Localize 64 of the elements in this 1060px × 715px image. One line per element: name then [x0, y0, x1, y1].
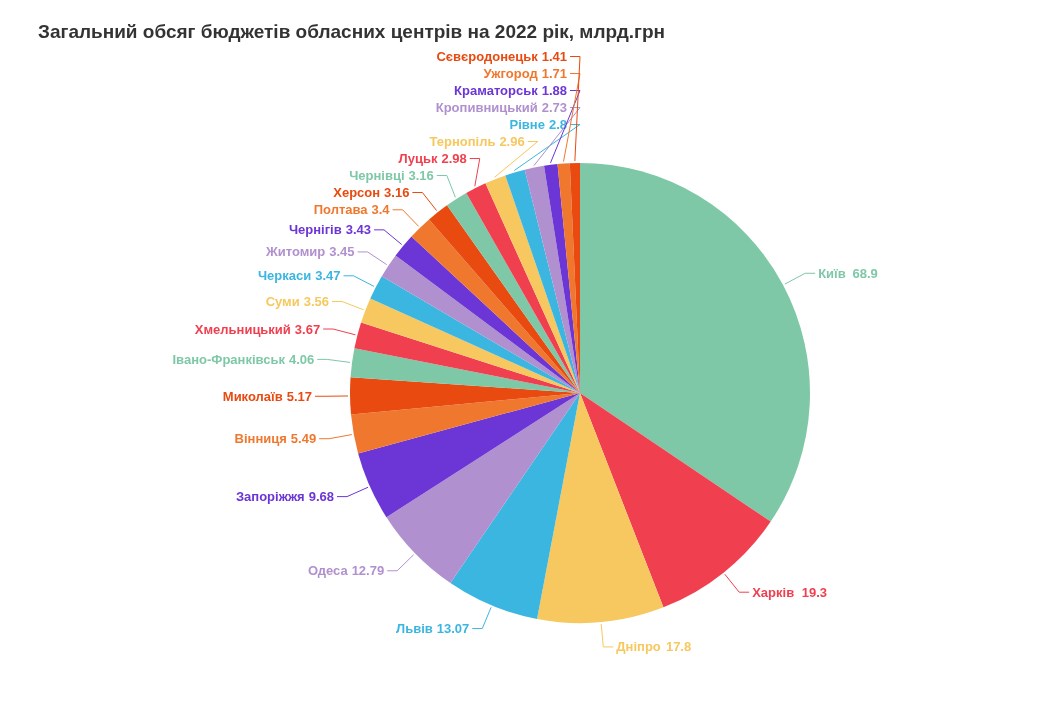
- slice-label: Ужгород: [483, 66, 539, 82]
- slice-label: Миколаїв: [222, 388, 283, 404]
- slice-label: Івано-Франківськ: [172, 351, 286, 367]
- chart-title: Загальний обсяг бюджетів обласних центрів на 2022 рік, млрд.грн: [38, 21, 665, 42]
- pie-slice: [351, 393, 580, 454]
- data-label: 3.4: [371, 202, 391, 218]
- slice-label: Львів: [396, 621, 433, 637]
- data-label: 3.16: [408, 168, 434, 184]
- data-label: 5.49: [290, 431, 317, 447]
- pie-slice: [537, 393, 664, 623]
- data-label: 19.3: [801, 584, 828, 600]
- slice-label: Чернігів: [288, 222, 342, 238]
- slice-label: Рівне: [509, 117, 545, 133]
- slice-label: Суми: [265, 294, 300, 310]
- data-label: 2.8: [548, 117, 567, 133]
- pie-slice: [358, 393, 580, 518]
- slice-label: Херсон: [333, 185, 381, 201]
- data-label: 2.73: [541, 100, 567, 116]
- data-label: 1.41: [541, 49, 567, 65]
- slice-label: Кропивницький: [435, 100, 538, 116]
- data-label: 3.16: [384, 185, 410, 201]
- slice-label: Луцьк: [398, 151, 438, 167]
- data-label: 1.71: [541, 66, 567, 82]
- data-label: 1.88: [541, 83, 567, 99]
- pie-slice: [386, 393, 580, 584]
- data-label: 13.07: [436, 621, 470, 637]
- slice-label: Одеса: [307, 563, 349, 579]
- data-label: 12.79: [351, 563, 385, 579]
- pie-slice: [381, 255, 580, 393]
- data-label: 3.47: [315, 268, 341, 284]
- slice-label: Дніпро: [616, 639, 661, 655]
- pie-slice: [544, 164, 580, 393]
- slice-label: Київ: [818, 265, 846, 281]
- slice-label: Житомир: [265, 244, 326, 260]
- pie-slice: [361, 298, 580, 393]
- slice-label: Сєвєродонецьк: [436, 49, 539, 65]
- slice-label: Запоріжжя: [235, 489, 305, 505]
- data-label: 68.9: [852, 265, 878, 281]
- pie-slice: [505, 169, 580, 393]
- data-label: 9.68: [308, 489, 334, 505]
- slice-label: Хмельницький: [194, 321, 291, 337]
- data-label: 17.8: [665, 639, 692, 655]
- pie-slice: [524, 165, 580, 393]
- slice-label: Полтава: [313, 202, 369, 218]
- data-label: 2.98: [441, 151, 467, 167]
- data-label: 3.67: [294, 321, 321, 337]
- pie-slice: [354, 322, 580, 393]
- slice-label: Чернівці: [349, 168, 405, 184]
- data-label: 2.96: [499, 134, 525, 150]
- pie-slice: [485, 175, 580, 393]
- slice-label: Черкаси: [257, 268, 312, 284]
- data-label: 3.43: [345, 222, 372, 238]
- pie-slice: [411, 219, 580, 393]
- slice-label: Краматорськ: [454, 83, 539, 99]
- slice-label: Тернопіль: [429, 134, 496, 150]
- data-label: 4.06: [288, 351, 315, 367]
- pie-slice: [429, 205, 580, 393]
- pie-slice: [450, 393, 580, 619]
- slice-label: Харків: [752, 584, 795, 600]
- data-label: 5.17: [286, 388, 313, 404]
- pie-slice: [350, 348, 580, 393]
- data-label: 3.45: [329, 244, 355, 260]
- slice-label: Вінниця: [234, 431, 287, 447]
- data-label: 3.56: [303, 294, 329, 310]
